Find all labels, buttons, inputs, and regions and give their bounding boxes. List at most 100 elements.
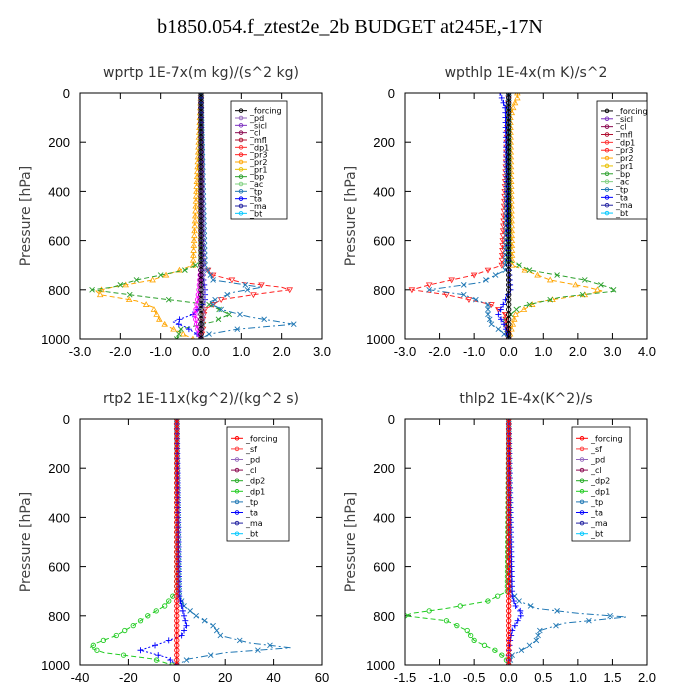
data-point-pr2: [511, 99, 519, 106]
legend-marker: [238, 137, 244, 143]
data-point-forcing: [506, 144, 512, 150]
data-point-forcing: [506, 544, 512, 550]
data-point-tp: [527, 603, 534, 609]
legend-marker: [234, 510, 240, 515]
data-point-pr2: [512, 310, 519, 317]
legend-label: _ma: [615, 201, 633, 210]
data-point-dp1: [485, 598, 491, 604]
data-point-forcing: [506, 519, 512, 525]
data-point-tp: [426, 286, 433, 293]
x-tick-label: 1.0: [534, 344, 552, 359]
legend-label: _ma: [590, 519, 608, 528]
legend-label: _dp1: [249, 143, 269, 152]
data-point-dp1: [153, 657, 160, 663]
plot-area: [408, 93, 618, 339]
data-point-forcing: [506, 573, 512, 580]
data-point-forcing: [506, 622, 512, 629]
legend-box: [571, 426, 631, 542]
legend-marker: [234, 531, 240, 536]
legend-label: _ta: [615, 193, 628, 202]
data-point-tp: [237, 311, 243, 318]
legend-label: _pr3: [615, 146, 633, 155]
data-point-tp: [183, 657, 190, 663]
data-point-forcing: [198, 311, 204, 318]
data-point-pr2: [150, 306, 158, 312]
data-point-pr2: [176, 266, 183, 273]
data-point-forcing: [506, 647, 512, 653]
data-point-forcing: [506, 316, 512, 322]
data-point-forcing: [174, 544, 180, 550]
data-point-forcing: [198, 178, 204, 185]
data-point-ac: [581, 277, 588, 283]
data-point-ta: [509, 627, 516, 634]
data-point-forcing: [506, 100, 512, 106]
data-point-ta: [498, 94, 505, 101]
legend-label: _dp2: [590, 477, 610, 486]
data-point-forcing: [506, 470, 512, 476]
data-point-ta: [181, 627, 188, 634]
data-point-ta: [500, 301, 507, 308]
data-point-forcing: [506, 228, 512, 234]
data-point-pr3: [228, 277, 236, 284]
panel-title: thlp2 1E-4x(K^2)/s: [459, 391, 592, 407]
data-point-forcing: [174, 465, 180, 471]
legend-label: _pd: [249, 114, 264, 123]
data-point-forcing: [174, 573, 180, 580]
data-point-tp: [224, 291, 231, 298]
legend-marker: [604, 202, 610, 208]
legend-label: _bp: [615, 170, 630, 179]
data-point-forcing: [506, 455, 512, 462]
data-point-pr2: [508, 325, 515, 332]
legend-label: _tp: [249, 187, 262, 196]
data-point-tp: [255, 647, 261, 654]
legend-label: _cl: [615, 123, 627, 132]
legend-marker: [579, 446, 585, 452]
y-tick-label: 800: [373, 609, 395, 624]
data-point-forcing: [506, 114, 512, 121]
data-point-forcing: [506, 603, 512, 609]
legend-marker: [234, 446, 240, 452]
data-point-tp: [501, 331, 507, 337]
data-point-ta: [517, 612, 524, 619]
y-tick-label: 400: [48, 510, 70, 525]
x-tick-label: 0.5: [534, 670, 552, 685]
data-point-pr2: [528, 301, 536, 307]
data-point-forcing: [506, 252, 512, 259]
data-point-pr2: [162, 271, 170, 278]
data-point-ac: [133, 277, 140, 283]
data-point-pr3: [204, 267, 212, 274]
data-point-pr2: [142, 301, 150, 307]
data-point-forcing: [174, 436, 180, 442]
data-point-pr3: [209, 272, 217, 279]
x-tick-label: 20: [218, 670, 232, 685]
data-point-ta: [502, 326, 509, 333]
data-point-dp1: [481, 642, 488, 648]
data-point-dp1: [192, 311, 198, 318]
data-point-pr3: [499, 248, 506, 254]
data-point-ta: [167, 657, 174, 664]
x-tick-label: -3.0: [69, 344, 91, 359]
data-point-pr2: [190, 247, 197, 253]
data-point-forcing: [506, 490, 512, 496]
data-point-dp1: [90, 642, 96, 648]
x-tick-label: -1.0: [149, 344, 171, 359]
data-point-forcing: [174, 554, 180, 560]
data-point-forcing: [198, 252, 204, 259]
data-point-pr3: [498, 262, 506, 269]
x-tick-label: 40: [266, 670, 280, 685]
legend-label: _bt: [615, 209, 628, 218]
y-tick-label: 600: [373, 560, 395, 575]
legend-label: _tp: [615, 186, 628, 195]
data-point-forcing: [506, 169, 512, 175]
legend-label: _sf: [245, 445, 257, 454]
legend: _forcing _sf _pd_cl _dp2_dp1 _tp _ta_ma _bt: [571, 426, 631, 542]
data-point-forcing: [174, 618, 180, 624]
data-point-ac: [173, 336, 180, 339]
data-point-forcing: [198, 218, 204, 224]
data-point-pr3: [286, 287, 294, 294]
y-tick-label: 0: [63, 86, 70, 101]
data-point-tp: [207, 272, 214, 278]
data-point-forcing: [506, 450, 512, 457]
data-point-pr3: [499, 228, 507, 235]
legend: _forcing_sicl_cl_mfl_dp1_pr3_pr2_pr1_bp_…: [596, 100, 648, 220]
